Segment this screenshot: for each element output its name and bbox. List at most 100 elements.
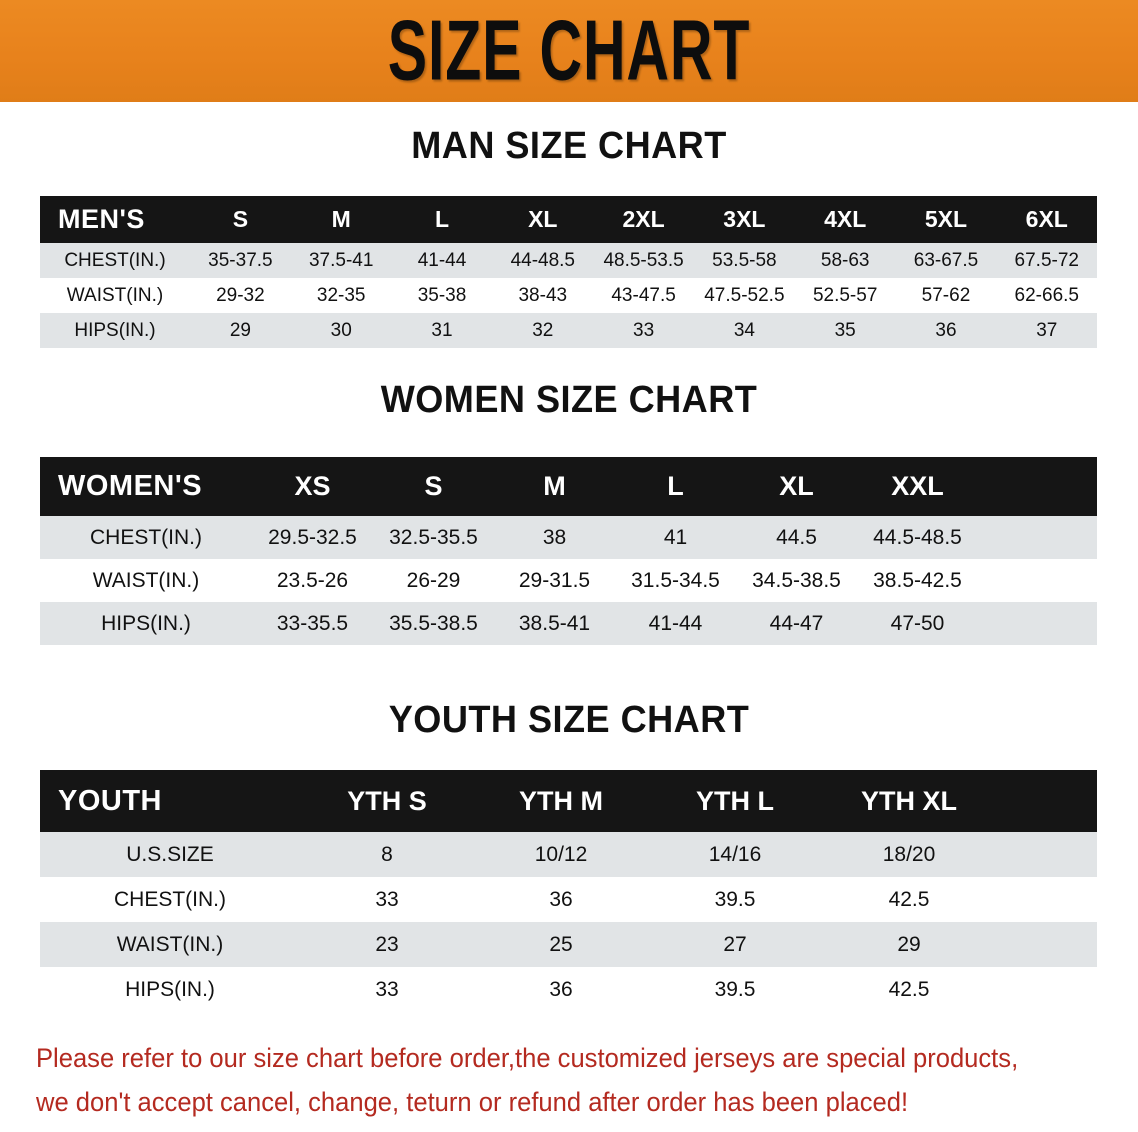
cell: 43-47.5	[611, 284, 676, 306]
youth-section-title: YOUTH SIZE CHART	[388, 699, 750, 741]
row-label: HIPS(IN.)	[125, 977, 215, 1001]
cell: 32-35	[316, 284, 366, 306]
banner-title: SIZE CHART	[387, 3, 751, 99]
youth-corner-label: YOUTH	[40, 770, 300, 832]
cell: 14/16	[708, 842, 762, 866]
cell: 57-62	[921, 284, 971, 306]
cell: 23	[375, 932, 399, 956]
cell-spacer	[978, 559, 1097, 602]
women-section-title: WOMEN SIZE CHART	[380, 379, 758, 421]
cell: 8	[381, 842, 393, 866]
table-header-row: MEN'S S M L XL 2XL 3XL 4XL 5XL 6XL	[40, 196, 1098, 243]
header-banner: SIZE CHART	[0, 0, 1138, 102]
cell: 36	[549, 887, 573, 911]
cell: 10/12	[534, 842, 588, 866]
cell: 52.5-57	[812, 284, 878, 306]
row-label: WAIST(IN.)	[66, 284, 164, 306]
man-col-header: 5XL	[895, 196, 997, 243]
table-row: CHEST(IN.) 29.5-32.5 32.5-35.5 38 41 44.…	[40, 516, 1097, 559]
cell: 39.5	[714, 977, 756, 1001]
table-row: HIPS(IN.) 33 36 39.5 42.5	[40, 967, 1097, 1012]
cell: 38	[542, 525, 567, 549]
cell: 31	[431, 319, 453, 341]
cell: 38-43	[518, 284, 568, 306]
youth-header-spacer	[996, 770, 1097, 832]
man-col-header: L	[391, 196, 493, 243]
cell: 58-63	[820, 249, 870, 271]
cell: 32.5-35.5	[389, 525, 478, 549]
row-label: CHEST(IN.)	[64, 249, 166, 271]
table-header-row: YOUTH YTH S YTH M YTH L YTH XL	[40, 770, 1097, 832]
youth-col-header: YTH S	[300, 770, 474, 832]
disclaimer-line-2: we don't accept cancel, change, teturn o…	[36, 1087, 909, 1117]
women-col-header: XL	[736, 457, 857, 516]
man-col-header: 2XL	[593, 196, 694, 243]
cell: 18/20	[882, 842, 936, 866]
cell: 29.5-32.5	[268, 525, 357, 549]
cell: 30	[330, 319, 352, 341]
row-label: U.S.SIZE	[126, 842, 214, 866]
cell: 29-31.5	[518, 568, 591, 592]
man-col-header: 3XL	[693, 196, 795, 243]
table-row: WAIST(IN.) 23.5-26 26-29 29-31.5 31.5-34…	[40, 559, 1097, 602]
cell: 29	[897, 932, 921, 956]
cell: 53.5-58	[712, 249, 777, 271]
cell: 41	[663, 525, 688, 549]
cell: 29	[229, 319, 251, 341]
cell: 47.5-52.5	[704, 284, 785, 306]
cell: 33	[375, 977, 399, 1001]
cell: 34	[733, 319, 755, 341]
cell: 42.5	[888, 887, 930, 911]
man-col-header: M	[290, 196, 392, 243]
cell: 44-47	[769, 611, 824, 635]
cell: 33	[375, 887, 399, 911]
table-row: HIPS(IN.) 33-35.5 35.5-38.5 38.5-41 41-4…	[40, 602, 1097, 645]
cell: 47-50	[890, 611, 945, 635]
cell: 39.5	[714, 887, 756, 911]
women-col-header: XS	[252, 457, 373, 516]
women-size-table: WOMEN'S XS S M L XL XXL CHEST(IN.) 29.5-…	[40, 457, 1097, 645]
cell: 44.5-48.5	[873, 525, 962, 549]
man-col-header: 4XL	[794, 196, 896, 243]
cell-spacer	[978, 602, 1097, 645]
cell-spacer	[996, 922, 1097, 967]
man-col-header: 6XL	[996, 196, 1098, 243]
cell: 48.5-53.5	[603, 249, 684, 271]
disclaimer-text: Please refer to our size chart before or…	[36, 1036, 1069, 1124]
table-row: U.S.SIZE 8 10/12 14/16 18/20	[40, 832, 1097, 877]
man-col-header: XL	[492, 196, 594, 243]
cell: 35-37.5	[208, 249, 273, 271]
youth-col-header: YTH XL	[822, 770, 996, 832]
cell: 35-38	[417, 284, 467, 306]
youth-size-table: YOUTH YTH S YTH M YTH L YTH XL U.S.SIZE …	[40, 770, 1097, 1012]
cell: 35	[834, 319, 856, 341]
cell: 32	[532, 319, 554, 341]
row-label: CHEST(IN.)	[114, 887, 226, 911]
table-row: CHEST(IN.) 35-37.5 37.5-41 41-44 44-48.5…	[40, 243, 1098, 278]
women-col-header: S	[373, 457, 494, 516]
man-section-title: MAN SIZE CHART	[411, 125, 727, 167]
cell: 44-48.5	[510, 249, 576, 271]
cell: 33-35.5	[276, 611, 349, 635]
youth-col-header: YTH L	[648, 770, 822, 832]
table-row: CHEST(IN.) 33 36 39.5 42.5	[40, 877, 1097, 922]
row-label: WAIST(IN.)	[116, 932, 224, 956]
cell: 23.5-26	[276, 568, 349, 592]
cell: 36	[549, 977, 573, 1001]
cell: 42.5	[888, 977, 930, 1001]
table-row: HIPS(IN.) 29 30 31 32 33 34 35 36 37	[40, 313, 1098, 348]
women-col-header: XXL	[857, 457, 978, 516]
cell: 41-44	[648, 611, 703, 635]
cell: 36	[935, 319, 957, 341]
cell-spacer	[996, 967, 1097, 1012]
row-label: CHEST(IN.)	[90, 525, 202, 549]
row-label: HIPS(IN.)	[101, 611, 191, 635]
table-header-row: WOMEN'S XS S M L XL XXL	[40, 457, 1097, 516]
cell: 44.5	[776, 525, 817, 549]
youth-col-header: YTH M	[474, 770, 648, 832]
cell: 38.5-41	[518, 611, 591, 635]
women-corner-label: WOMEN'S	[40, 457, 252, 516]
cell: 35.5-38.5	[389, 611, 478, 635]
women-col-header: L	[615, 457, 736, 516]
